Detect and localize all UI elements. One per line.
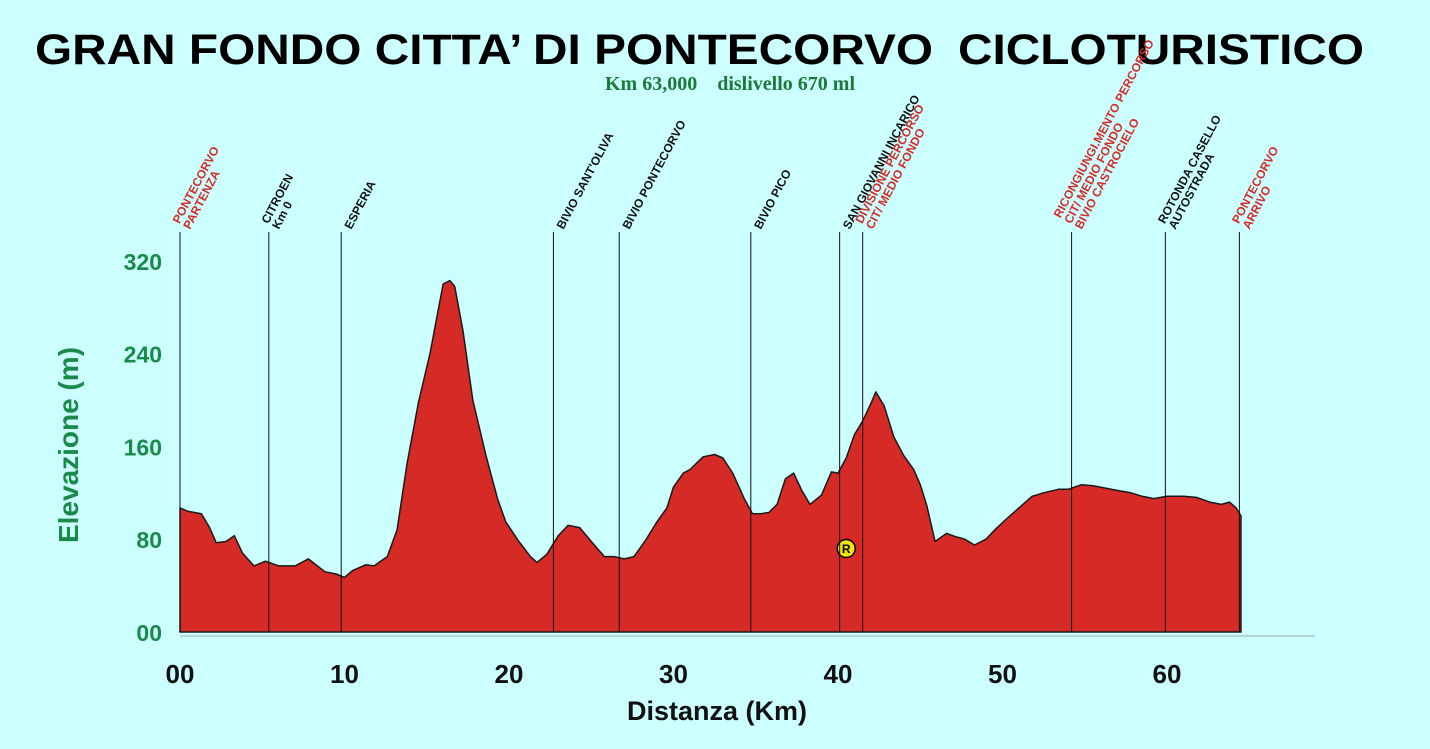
plot-area: R bbox=[179, 279, 1315, 637]
elevation-area bbox=[179, 279, 1242, 633]
y-axis-label: Elevazione (m) bbox=[53, 347, 84, 543]
chart-subtitle: Km 63,000 dislivello 670 ml bbox=[605, 73, 855, 95]
refreshment-marker-label: R bbox=[842, 542, 851, 556]
y-tick-label: 80 bbox=[136, 527, 162, 553]
waypoint-label-line: BIVIO SANT'OLIVA bbox=[554, 130, 617, 232]
waypoint-label: BIVIO SANT'OLIVA bbox=[554, 130, 617, 232]
waypoint-label-line: ESPERIA bbox=[341, 178, 378, 231]
x-tick-label: 40 bbox=[824, 659, 853, 689]
refreshment-marker bbox=[836, 538, 856, 559]
x-tick-label: 50 bbox=[988, 659, 1017, 689]
waypoint-label: PONTECORVOARRIVO bbox=[1229, 144, 1292, 231]
y-tick-label: 240 bbox=[124, 342, 162, 368]
waypoint-label: BIVIO PONTECORVO bbox=[620, 118, 689, 232]
chart-title: GRAN FONDO CITTA’ DI PONTECORVO bbox=[35, 26, 933, 74]
waypoint-label: ESPERIA bbox=[341, 178, 378, 231]
waypoint-label-line: BIVIO PICO bbox=[751, 167, 794, 231]
waypoint-label: ROTONDA CASELLOAUTOSTRADA bbox=[1155, 113, 1235, 232]
y-tick-label: 160 bbox=[124, 434, 162, 460]
x-tick-label: 00 bbox=[166, 659, 195, 689]
y-tick-label: 00 bbox=[136, 620, 162, 646]
waypoint-label: PONTECORVOPARTENZA bbox=[170, 144, 233, 231]
chart-title-2: CICLOTURISTICO bbox=[958, 26, 1364, 74]
y-tick-label: 320 bbox=[124, 249, 162, 275]
x-tick-label: 60 bbox=[1153, 659, 1182, 689]
x-tick-label: 30 bbox=[659, 659, 688, 689]
x-axis-ticks: 00 10 20 30 40 50 60 bbox=[166, 659, 1182, 689]
waypoint-label-line: BIVIO PONTECORVO bbox=[620, 118, 689, 232]
waypoint-label: BIVIO PICO bbox=[751, 167, 794, 231]
x-axis-label: Distanza (Km) bbox=[627, 696, 807, 726]
waypoint-label-line: DIVISIONE PERCORSO bbox=[852, 102, 927, 226]
x-tick-label: 20 bbox=[495, 659, 524, 689]
waypoint-label: CITROENKm 0 bbox=[259, 172, 307, 232]
x-tick-label: 10 bbox=[330, 659, 359, 689]
y-axis-ticks: 00 80 160 240 320 bbox=[124, 249, 162, 646]
